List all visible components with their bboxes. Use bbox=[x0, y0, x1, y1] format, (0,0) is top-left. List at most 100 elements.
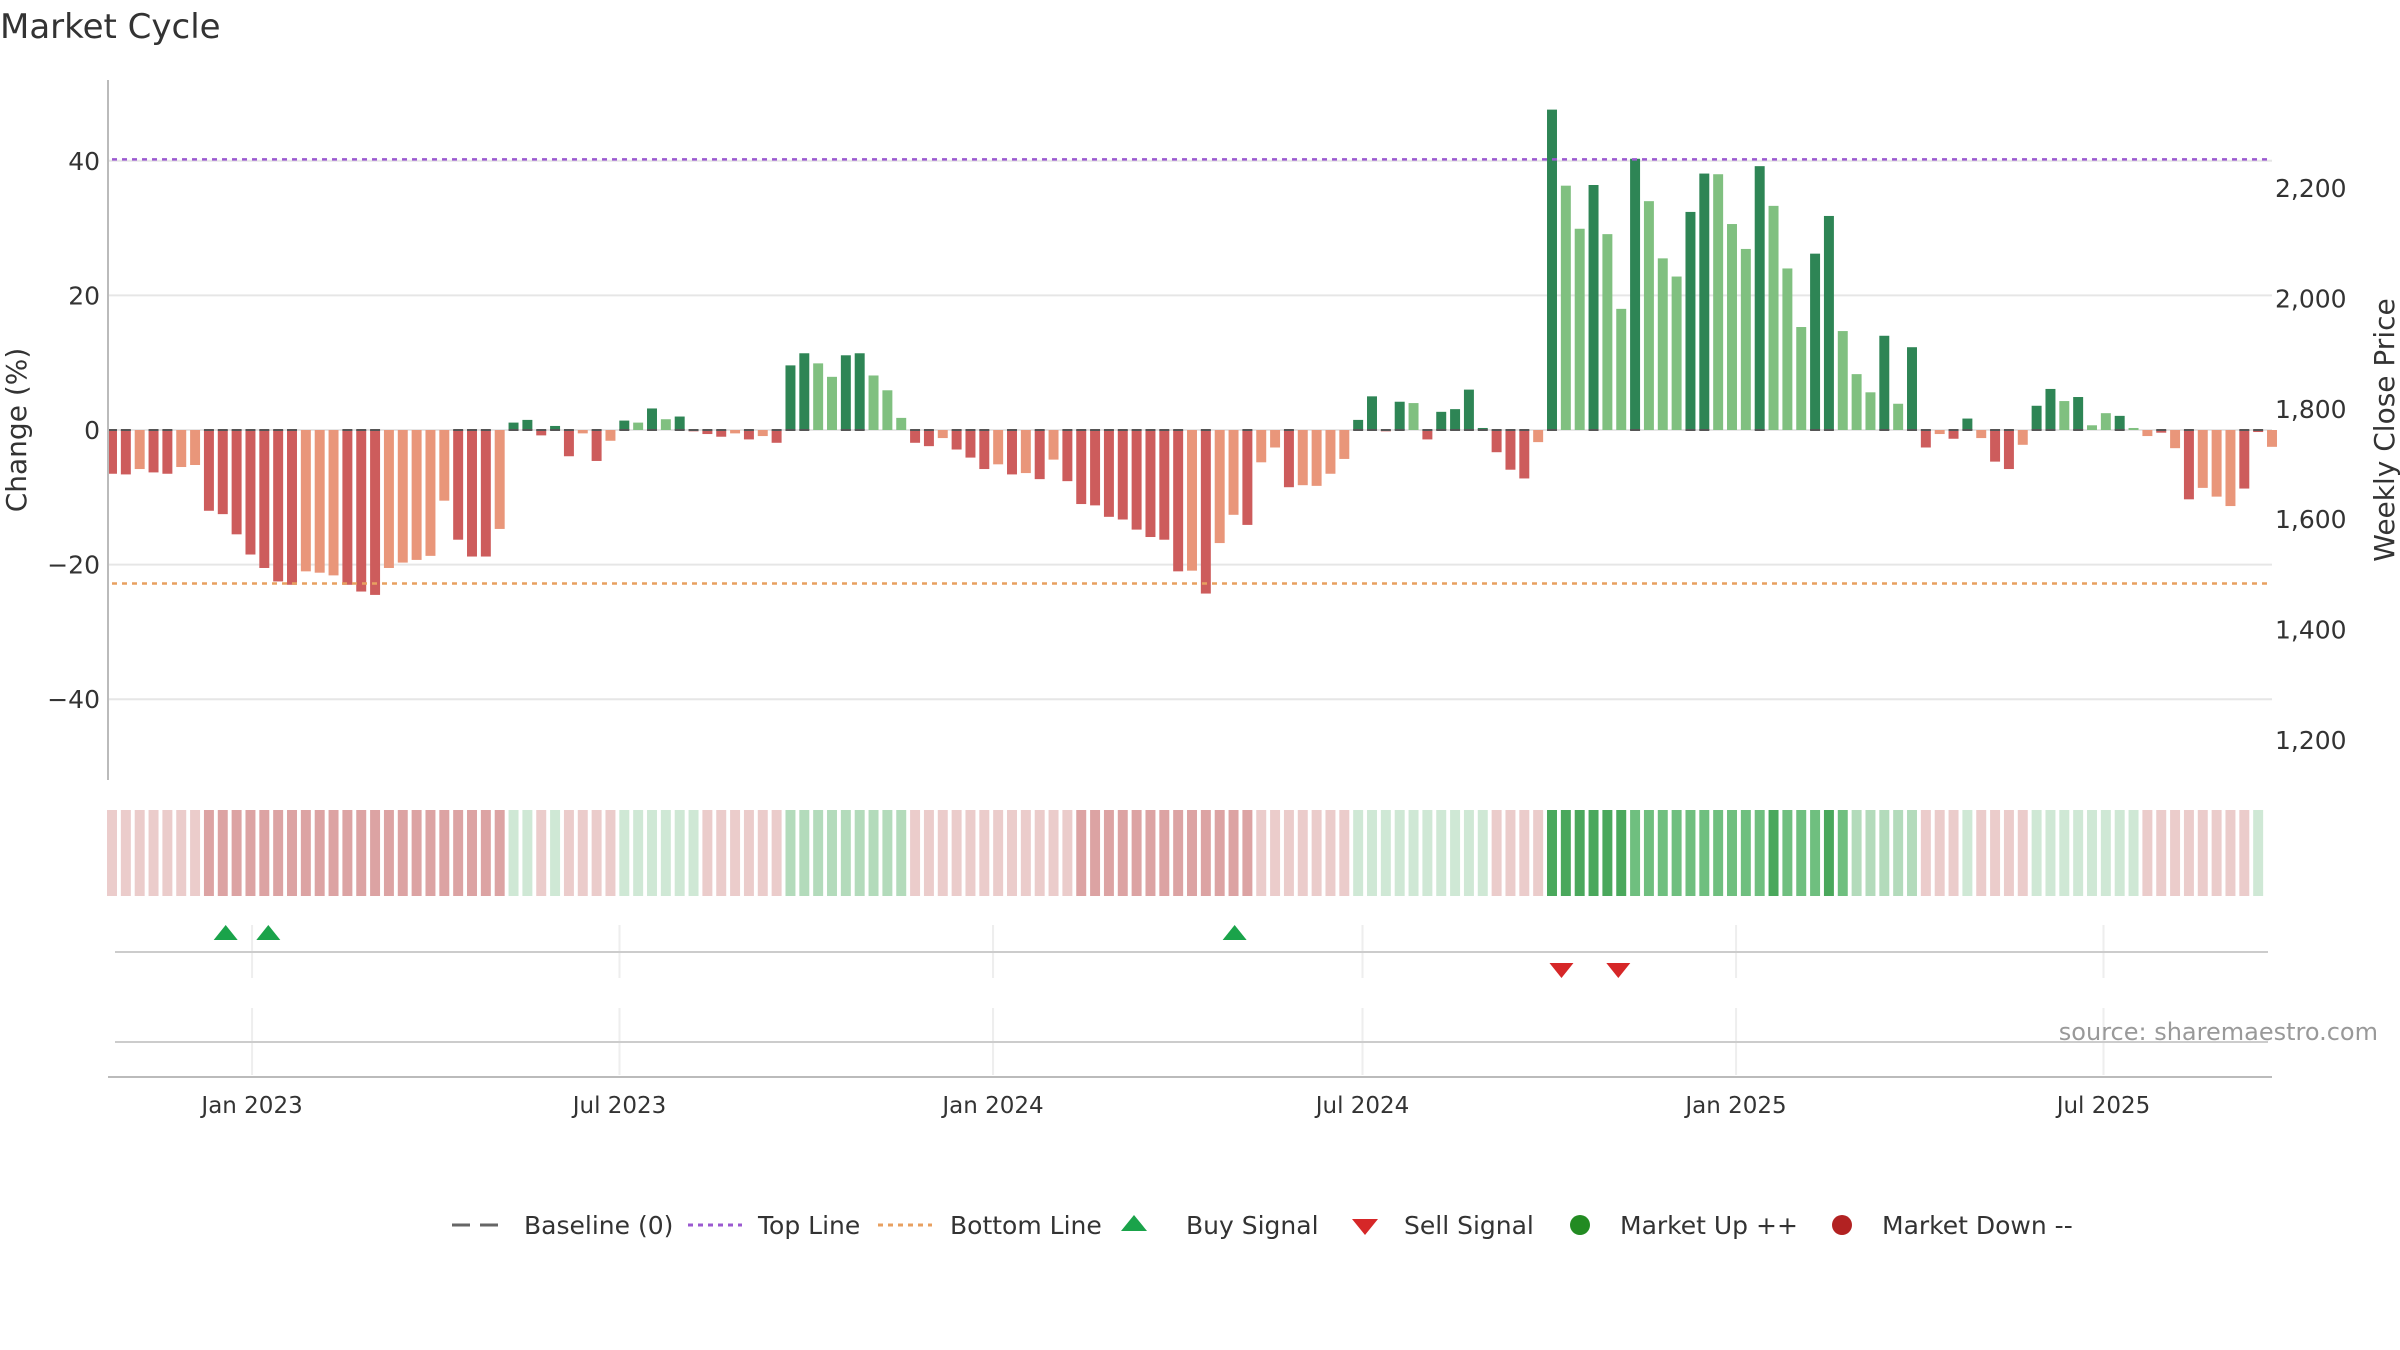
bar bbox=[633, 422, 644, 430]
bar bbox=[328, 430, 339, 576]
bar bbox=[2114, 415, 2125, 430]
band-cell bbox=[162, 810, 173, 896]
y2-tick-label: 1,400 bbox=[2275, 616, 2347, 645]
bar bbox=[1657, 258, 1668, 430]
band-cell bbox=[910, 810, 921, 896]
bar bbox=[785, 365, 796, 430]
bar bbox=[1062, 430, 1073, 482]
band-cell bbox=[1616, 810, 1627, 896]
band-cell bbox=[287, 810, 297, 896]
band-cell bbox=[217, 810, 228, 896]
band-cell bbox=[2211, 810, 2222, 896]
bar bbox=[134, 430, 145, 470]
band-cell bbox=[2239, 810, 2250, 896]
band-cell bbox=[1145, 810, 1156, 896]
band-cell bbox=[1283, 810, 1294, 896]
band-cell bbox=[1879, 810, 1890, 896]
band-cell bbox=[1893, 810, 1904, 896]
sell-signal-marker bbox=[1606, 963, 1631, 978]
bar bbox=[2156, 430, 2167, 433]
y-tick-label: −40 bbox=[47, 685, 100, 714]
bar bbox=[1865, 392, 1876, 430]
y-axis-label: Change (%) bbox=[0, 348, 33, 513]
legend-market-down-label: Market Down -- bbox=[1882, 1211, 2073, 1240]
band-cell bbox=[1796, 810, 1807, 896]
bar bbox=[1948, 430, 1959, 439]
bar bbox=[1048, 430, 1059, 460]
band-cell bbox=[923, 810, 934, 896]
bar bbox=[1173, 430, 1184, 572]
bar bbox=[1907, 347, 1917, 430]
buy-signal-marker bbox=[213, 925, 238, 940]
bar bbox=[951, 430, 962, 450]
x-tick-label: Jan 2025 bbox=[1683, 1093, 1786, 1119]
x-tick-label: Jul 2023 bbox=[571, 1093, 667, 1119]
band-cell bbox=[300, 810, 311, 896]
y-axis-right: 2,200 2,000 1,800 1,600 1,400 1,200 bbox=[2275, 174, 2347, 755]
band-cell bbox=[1754, 810, 1765, 896]
band-cell bbox=[397, 810, 408, 896]
legend-market-up-icon bbox=[1570, 1215, 1590, 1235]
bar bbox=[827, 376, 837, 430]
y2-tick-label: 2,000 bbox=[2275, 284, 2347, 313]
y-tick-label: 0 bbox=[84, 416, 100, 445]
bar bbox=[148, 430, 159, 473]
band-cell bbox=[550, 810, 561, 896]
band-cell bbox=[1200, 810, 1211, 896]
band-cell bbox=[1076, 810, 1087, 896]
band-cell bbox=[1173, 810, 1184, 896]
bar bbox=[2183, 430, 2194, 500]
band-cell bbox=[1256, 810, 1267, 896]
band-cell bbox=[411, 810, 422, 896]
bar bbox=[453, 430, 464, 540]
band-cell bbox=[1394, 810, 1405, 896]
bar bbox=[2045, 388, 2056, 430]
bar bbox=[1962, 418, 1973, 430]
bar bbox=[1713, 174, 1724, 430]
bar bbox=[2100, 413, 2111, 430]
band-cell bbox=[993, 810, 1004, 896]
bar bbox=[2170, 430, 2181, 449]
band-cell bbox=[2170, 810, 2181, 896]
band-cell bbox=[840, 810, 851, 896]
legend-market-up-label: Market Up ++ bbox=[1620, 1211, 1798, 1240]
bar bbox=[1768, 205, 1779, 430]
bar bbox=[2059, 401, 2070, 430]
band-cell bbox=[1851, 810, 1862, 896]
y-tick-label: 40 bbox=[68, 147, 100, 176]
bar bbox=[1145, 430, 1156, 538]
band-cell bbox=[1727, 810, 1737, 896]
bar bbox=[1685, 211, 1696, 430]
bar bbox=[1519, 430, 1530, 479]
band-cell bbox=[868, 810, 879, 896]
band-cell bbox=[1353, 810, 1364, 896]
bar bbox=[467, 430, 477, 557]
bar bbox=[1879, 335, 1890, 430]
bar bbox=[1740, 248, 1751, 430]
bar bbox=[965, 430, 976, 458]
bar bbox=[1242, 430, 1253, 525]
band-cell bbox=[1990, 810, 2001, 896]
band-cell bbox=[2087, 810, 2097, 896]
band-cell bbox=[799, 810, 810, 896]
bar bbox=[2128, 427, 2139, 430]
band-cell bbox=[591, 810, 602, 896]
band-cell bbox=[1491, 810, 1502, 896]
bar bbox=[979, 430, 990, 470]
bar bbox=[1117, 430, 1128, 520]
legend-baseline-label: Baseline (0) bbox=[524, 1211, 673, 1240]
band-cell bbox=[1810, 810, 1821, 896]
band-cell bbox=[1187, 810, 1197, 896]
bar bbox=[1976, 430, 1987, 439]
band-cell bbox=[1505, 810, 1516, 896]
bar bbox=[342, 430, 353, 585]
bar bbox=[1837, 331, 1848, 430]
bar bbox=[702, 430, 713, 435]
band-cell bbox=[148, 810, 159, 896]
bar bbox=[1782, 268, 1793, 430]
bar bbox=[383, 430, 394, 568]
bar bbox=[370, 430, 381, 595]
band-cell bbox=[1630, 810, 1641, 896]
bar bbox=[882, 390, 893, 430]
band-cell bbox=[1450, 810, 1461, 896]
